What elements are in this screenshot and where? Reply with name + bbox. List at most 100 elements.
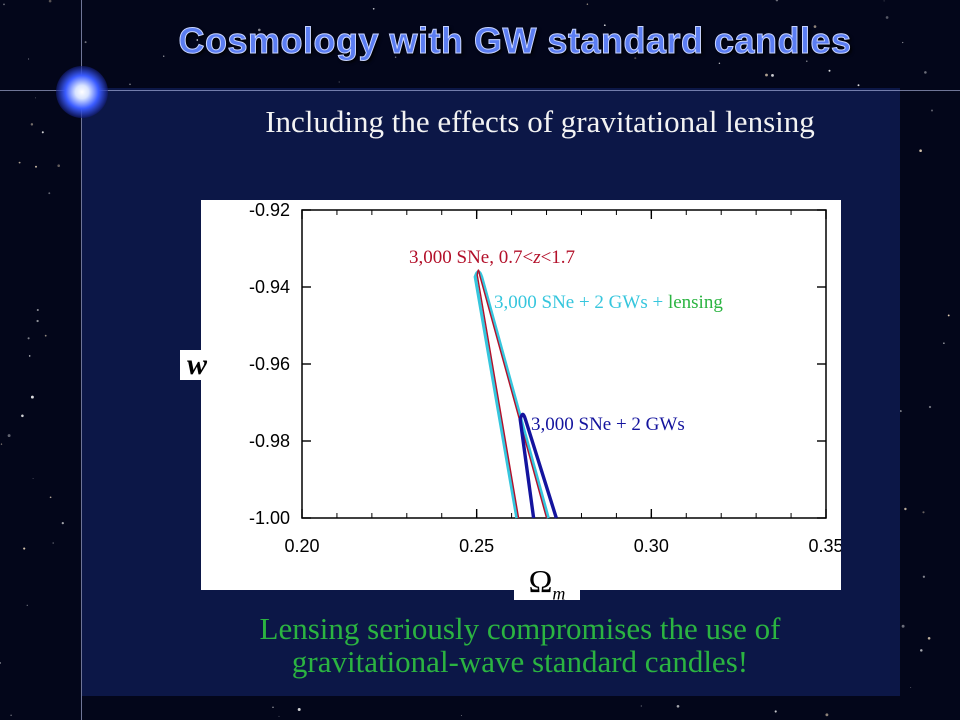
star <box>765 73 768 77</box>
star <box>48 0 52 3</box>
x-tick-label: 0.30 <box>634 536 669 556</box>
star <box>3 3 5 6</box>
caption-line-1: Lensing seriously compromises the use of <box>259 611 781 646</box>
star <box>922 575 926 578</box>
x-axis-label: Ωm <box>514 562 580 604</box>
star <box>910 686 912 688</box>
star <box>84 41 87 44</box>
star <box>920 649 923 652</box>
star <box>35 97 36 99</box>
star <box>41 131 44 134</box>
contour-chart: -0.92 -0.94 -0.96 -0.98 -1.00 0.20 0.25 0.30 0.3… <box>249 200 841 556</box>
series-label-lensing: 3,000 SNe + 2 GWs + lensing <box>494 292 723 313</box>
star <box>771 73 774 77</box>
star <box>813 25 817 28</box>
star <box>278 715 280 717</box>
star <box>26 604 28 606</box>
star <box>342 56 345 58</box>
star <box>57 164 60 167</box>
star <box>460 715 462 716</box>
star <box>901 624 905 628</box>
y-tick-label: -0.98 <box>249 431 290 451</box>
star <box>61 521 64 525</box>
x-tick-label: 0.20 <box>284 536 319 556</box>
star <box>947 314 950 317</box>
star <box>35 165 37 168</box>
star <box>899 410 902 413</box>
star <box>44 334 47 337</box>
star <box>196 39 199 41</box>
star <box>30 123 34 126</box>
glowing-orb-icon <box>56 66 108 118</box>
star <box>28 355 31 357</box>
star <box>883 0 885 2</box>
series-label-gw: 3,000 SNe + 2 GWs <box>531 414 685 435</box>
star <box>52 542 54 544</box>
slide-subtitle: Including the effects of gravitational l… <box>265 104 815 139</box>
star <box>18 161 21 164</box>
star <box>786 36 789 39</box>
y-tick-label: -0.92 <box>249 200 290 220</box>
star <box>394 56 397 58</box>
star <box>32 478 34 479</box>
star <box>902 41 904 44</box>
star <box>49 496 52 499</box>
star <box>919 149 922 153</box>
star <box>603 24 606 27</box>
star <box>922 511 925 514</box>
star <box>10 714 12 716</box>
star <box>7 434 11 438</box>
star <box>806 60 808 63</box>
star <box>928 405 932 409</box>
star <box>904 507 907 511</box>
series-label-sne-part: z <box>532 247 541 268</box>
star <box>27 337 30 340</box>
y-tick-label: -0.96 <box>249 354 290 374</box>
star <box>372 7 375 10</box>
star <box>931 109 933 112</box>
star <box>718 62 721 65</box>
star <box>828 69 831 72</box>
star <box>272 706 274 708</box>
star <box>857 84 860 87</box>
star <box>48 192 51 195</box>
star <box>676 704 680 708</box>
star <box>129 83 131 86</box>
star <box>0 662 1 664</box>
contour-sne-gw <box>518 412 558 519</box>
star <box>885 16 889 19</box>
contour-sne <box>476 269 548 519</box>
series-label-sne: 3,000 SNe, 0.7<z<1.7 <box>409 247 575 268</box>
star <box>21 414 24 418</box>
star <box>634 57 637 60</box>
star <box>943 342 945 344</box>
series-label-sne-part: <1.7 <box>541 247 575 268</box>
star <box>23 547 26 550</box>
series-label-lensing-part: 3,000 SNe + 2 GWs + <box>494 292 668 313</box>
star <box>258 28 261 32</box>
x-tick-label: 0.25 <box>459 536 494 556</box>
star <box>36 308 39 312</box>
star <box>297 708 301 711</box>
series-label-lensing-word: lensing <box>668 292 723 313</box>
star <box>775 0 779 2</box>
y-tick-label: -1.00 <box>249 508 290 528</box>
star <box>28 58 30 60</box>
star <box>163 55 165 57</box>
star <box>924 71 927 74</box>
contour-sne-gw-lensing <box>473 270 550 519</box>
x-axis-label-subscript: m <box>552 583 566 604</box>
y-axis-label: w <box>180 350 214 380</box>
caption-line-2: gravitational-wave standard candles! <box>291 644 749 679</box>
star <box>36 319 39 323</box>
slide-title: Cosmology with GW standard candles <box>178 20 852 62</box>
series-label-sne-part: 3,000 SNe, 0.7< <box>409 247 533 268</box>
star <box>586 3 589 5</box>
x-tick-label: 0.35 <box>808 536 841 556</box>
star <box>30 395 34 399</box>
decorative-horizontal-line <box>0 90 960 91</box>
star <box>338 81 340 83</box>
caption: Lensing seriously compromises the use of… <box>160 612 880 678</box>
star <box>927 637 931 640</box>
star <box>774 710 777 713</box>
